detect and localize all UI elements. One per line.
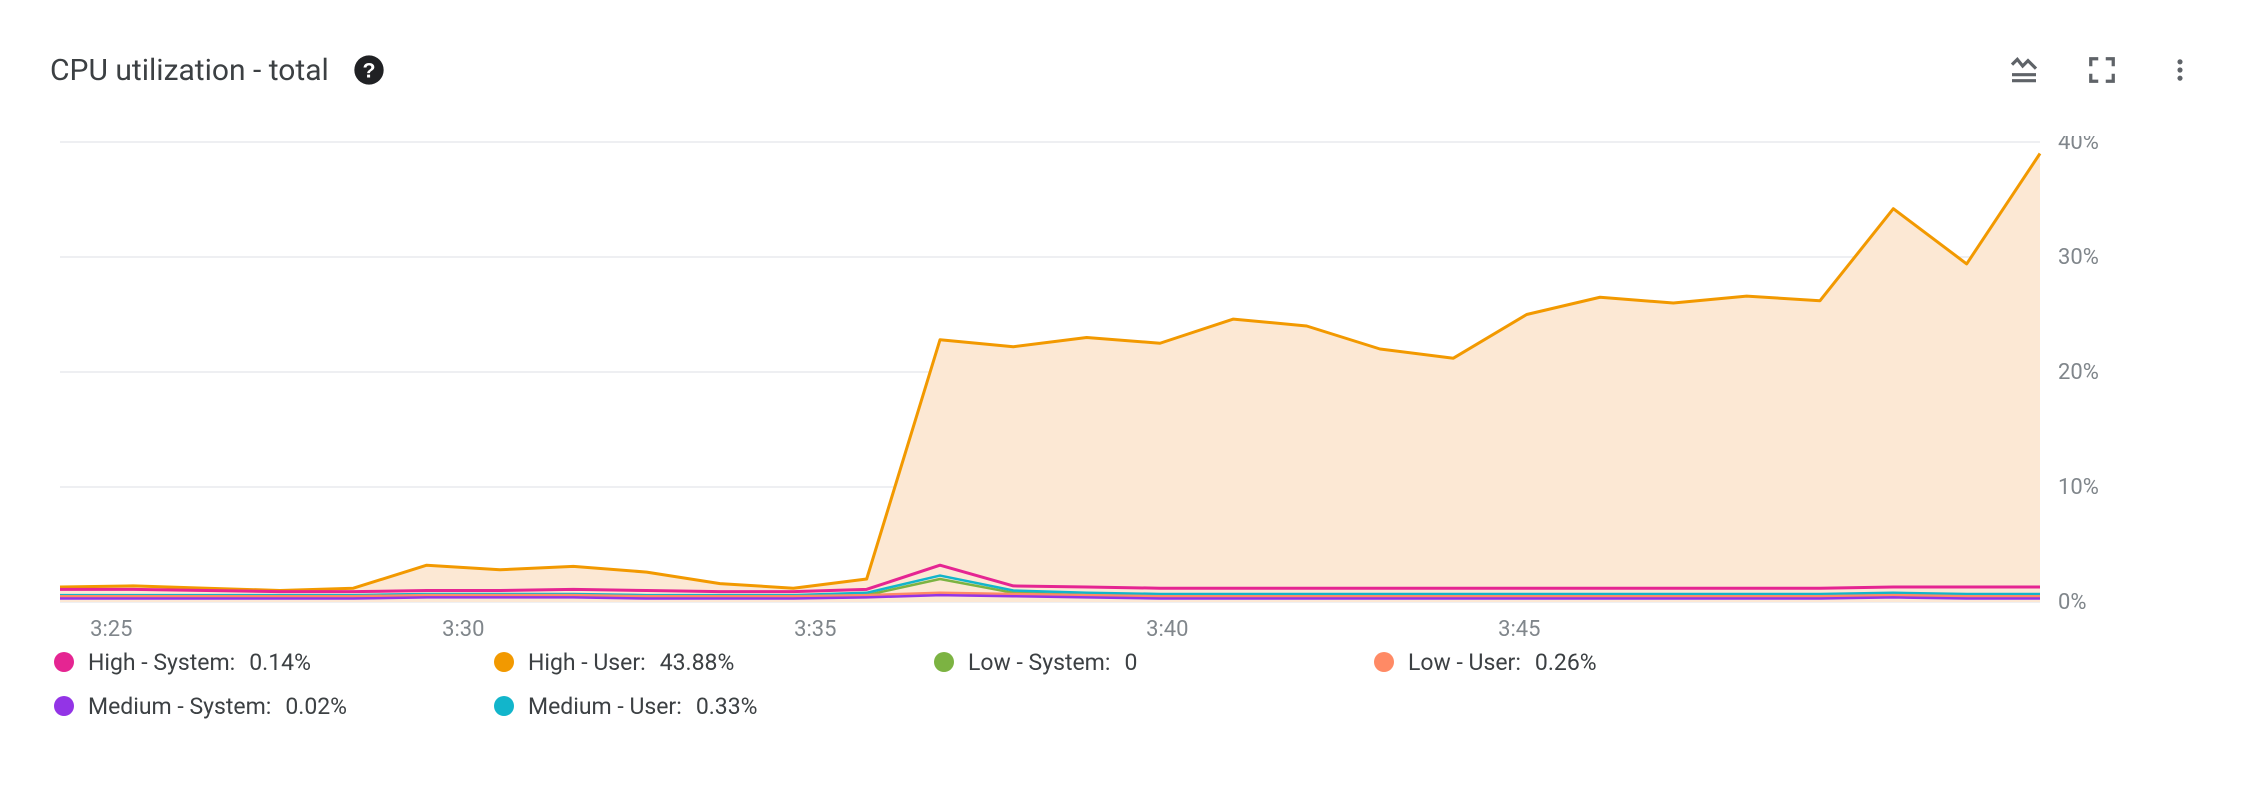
legend-swatch bbox=[934, 652, 954, 672]
svg-text:20%: 20% bbox=[2058, 360, 2099, 385]
svg-text:0%: 0% bbox=[2058, 590, 2086, 615]
legend-label: Medium - System: bbox=[88, 693, 271, 720]
legend-value: 0.26% bbox=[1535, 649, 1597, 676]
legend-label: Low - User: bbox=[1408, 649, 1521, 676]
legend-swatch bbox=[54, 652, 74, 672]
svg-text:3:40: 3:40 bbox=[1146, 617, 1188, 636]
legend-item[interactable]: Low - System: 0 bbox=[934, 640, 1374, 684]
legend-label: Low - System: bbox=[968, 649, 1110, 676]
legend-value: 0 bbox=[1124, 649, 1137, 676]
legend-swatch bbox=[54, 696, 74, 716]
legend-item[interactable]: Low - User: 0.26% bbox=[1374, 640, 1814, 684]
chart-title: CPU utilization - total bbox=[50, 53, 329, 88]
legend-swatch bbox=[494, 652, 514, 672]
chart-plot[interactable]: 0%10%20%30%40%3:253:303:353:403:45 bbox=[50, 136, 2206, 616]
legend-swatch bbox=[1374, 652, 1394, 672]
legend-swatch bbox=[494, 696, 514, 716]
legend-label: High - User: bbox=[528, 649, 646, 676]
fullscreen-icon[interactable] bbox=[2086, 54, 2118, 86]
svg-text:3:30: 3:30 bbox=[442, 617, 484, 636]
header-actions bbox=[2008, 54, 2206, 86]
legend-item[interactable]: Medium - User: 0.33% bbox=[494, 684, 934, 728]
legend-toggle-icon[interactable] bbox=[2008, 54, 2040, 86]
legend-value: 43.88% bbox=[660, 649, 735, 676]
legend-item[interactable]: High - System: 0.14% bbox=[54, 640, 494, 684]
legend-value: 0.33% bbox=[696, 693, 758, 720]
svg-text:3:25: 3:25 bbox=[90, 617, 132, 636]
legend-value: 0.14% bbox=[249, 649, 311, 676]
svg-text:40%: 40% bbox=[2058, 136, 2099, 155]
legend-item[interactable]: Medium - System: 0.02% bbox=[54, 684, 494, 728]
chart-card: CPU utilization - total ? bbox=[0, 0, 2256, 790]
svg-text:3:45: 3:45 bbox=[1498, 617, 1540, 636]
help-icon[interactable]: ? bbox=[353, 54, 385, 86]
chart-legend: High - System: 0.14% High - User: 43.88% Low… bbox=[54, 640, 2206, 728]
title-wrap: CPU utilization - total ? bbox=[50, 53, 385, 88]
svg-text:10%: 10% bbox=[2058, 475, 2099, 500]
legend-label: High - System: bbox=[88, 649, 235, 676]
chart-header: CPU utilization - total ? bbox=[50, 40, 2206, 100]
legend-value: 0.02% bbox=[285, 693, 347, 720]
more-options-icon[interactable] bbox=[2164, 54, 2196, 86]
svg-text:?: ? bbox=[362, 58, 375, 82]
legend-label: Medium - User: bbox=[528, 693, 682, 720]
legend-item[interactable]: High - User: 43.88% bbox=[494, 640, 934, 684]
svg-text:30%: 30% bbox=[2058, 245, 2099, 270]
svg-text:3:35: 3:35 bbox=[794, 617, 836, 636]
